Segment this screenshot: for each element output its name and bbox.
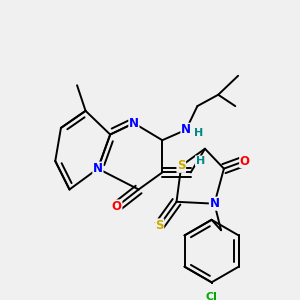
- Text: O: O: [112, 200, 122, 213]
- Text: S: S: [155, 219, 164, 232]
- Text: H: H: [194, 128, 203, 138]
- Text: N: N: [129, 117, 139, 130]
- Text: S: S: [177, 159, 185, 172]
- Text: O: O: [240, 154, 250, 168]
- Text: Cl: Cl: [206, 292, 218, 300]
- Text: H: H: [196, 156, 205, 166]
- Text: N: N: [209, 197, 219, 210]
- Text: N: N: [181, 123, 191, 136]
- Text: N: N: [93, 162, 103, 175]
